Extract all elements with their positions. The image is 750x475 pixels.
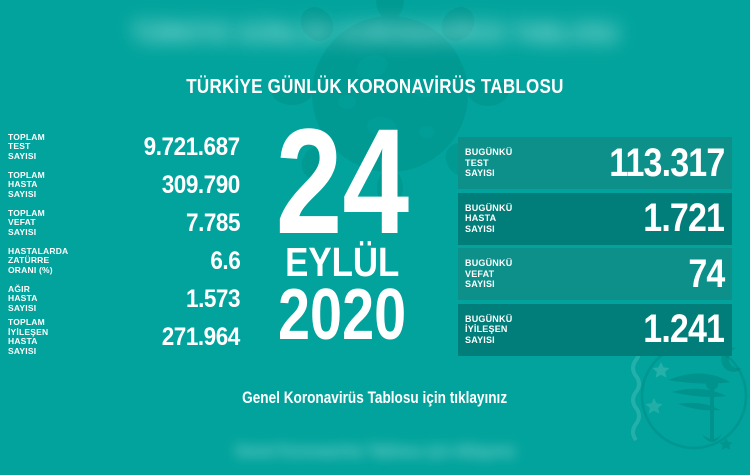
daily-label-hasta: BUGÜNKÜ HASTA SAYISI	[465, 202, 513, 234]
page-title: TÜRKİYE GÜNLÜK KORONAVİRÜS TABLOSU	[0, 74, 750, 100]
date-day: 24	[275, 97, 410, 265]
page-title-text: TÜRKİYE GÜNLÜK KORONAVİRÜS TABLOSU	[186, 76, 564, 98]
total-value-test: 9.721.687	[143, 132, 240, 161]
totals-panel: TOPLAM TEST SAYISI 9.721.687 TOPLAM HAST…	[8, 128, 240, 356]
total-row-iyilesen: TOPLAM İYİLEŞEN HASTA SAYISI 271.964	[8, 317, 241, 356]
daily-box-test: BUGÜNKÜ TEST SAYISI 113.317	[458, 137, 732, 189]
blurred-top-banner: TÜRKİYE GÜNLÜK KORONAVİRÜS TABLOSU	[0, 10, 750, 58]
total-value-iyilesen: 271.964	[161, 322, 241, 351]
daily-box-vefat: BUGÜNKÜ VEFAT SAYISI 74	[458, 248, 732, 300]
total-row-zaturre: HASTALARDA ZATÜRRE ORANI (%) 6.6	[8, 242, 240, 280]
total-row-hasta: TOPLAM HASTA SAYISI 309.790	[8, 166, 240, 204]
blurred-top-banner-text: TÜRKİYE GÜNLÜK KORONAVİRÜS TABLOSU	[131, 17, 619, 50]
total-value-hasta: 309.790	[161, 170, 241, 199]
daily-value-hasta: 1.721	[643, 196, 725, 240]
total-label-zaturre: HASTALARDA ZATÜRRE ORANI (%)	[8, 245, 69, 275]
blurred-bottom-banner-text: Genel Koronavirüs Tablosu için tıklayını…	[234, 441, 516, 461]
general-table-link[interactable]: Genel Koronavirüs Tablosu için tıklayını…	[0, 387, 750, 409]
date-year: 2020	[278, 275, 407, 355]
total-row-vefat: TOPLAM VEFAT SAYISI 7.785	[8, 204, 240, 242]
total-label-vefat: TOPLAM VEFAT SAYISI	[8, 207, 45, 237]
general-table-link-text: Genel Koronavirüs Tablosu için tıklayını…	[242, 388, 508, 407]
total-value-vefat: 7.785	[185, 208, 241, 237]
date-block: 24 EYLÜL 2020	[250, 97, 435, 355]
daily-label-iyilesen: BUGÜNKÜ İYİLEŞEN SAYISI	[465, 313, 513, 345]
total-value-agir-hasta: 1.573	[185, 284, 241, 313]
daily-value-test: 113.317	[608, 140, 725, 185]
daily-box-hasta: BUGÜNKÜ HASTA SAYISI 1.721	[458, 192, 732, 245]
total-label-hasta: TOPLAM HASTA SAYISI	[8, 169, 45, 199]
total-label-agir-hasta: AĞIR HASTA SAYISI	[8, 283, 38, 313]
daily-box-iyilesen: BUGÜNKÜ İYİLEŞEN SAYISI 1.241	[458, 303, 732, 356]
blurred-bottom-banner: Genel Koronavirüs Tablosu için tıklayını…	[0, 436, 750, 466]
daily-label-vefat: BUGÜNKÜ VEFAT SAYISI	[465, 258, 513, 290]
total-label-iyilesen: TOPLAM İYİLEŞEN HASTA SAYISI	[8, 317, 49, 356]
date-month: EYLÜL	[285, 239, 400, 285]
total-label-test: TOPLAM TEST SAYISI	[8, 131, 45, 161]
total-row-agir-hasta: AĞIR HASTA SAYISI 1.573	[8, 280, 240, 318]
total-value-zaturre: 6.6	[210, 246, 240, 275]
total-row-test: TOPLAM TEST SAYISI 9.721.687	[8, 128, 240, 166]
daily-value-iyilesen: 1.241	[643, 307, 725, 351]
daily-value-vefat: 74	[687, 251, 725, 296]
daily-panel: BUGÜNKÜ TEST SAYISI 113.317 BUGÜNKÜ HAST…	[458, 137, 732, 359]
daily-label-test: BUGÜNKÜ TEST SAYISI	[465, 147, 513, 179]
